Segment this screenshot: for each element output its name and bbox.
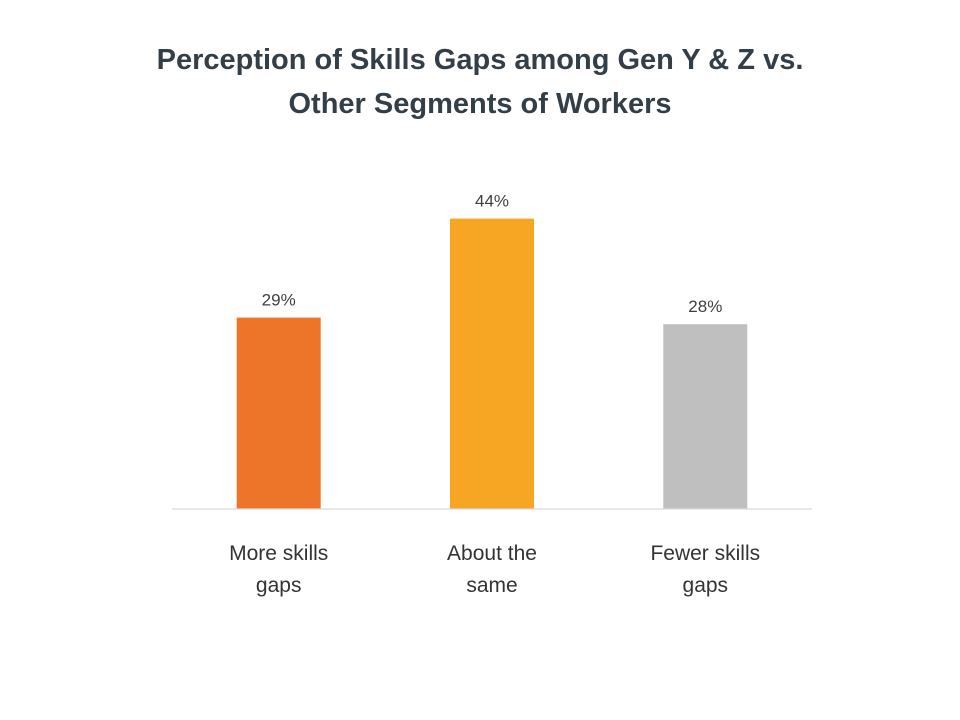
category-labels-group: More skills gaps About the same Fewer skills… <box>229 542 760 597</box>
bar-more-skills-gaps <box>236 317 321 509</box>
bar-fewer-skills-gaps <box>663 324 748 509</box>
category-label-more-skills-gaps-line-2: gaps <box>256 574 302 597</box>
chart-title-line-2: Other Segments of Workers <box>288 88 672 120</box>
data-label-about-the-same: 44% <box>475 192 509 211</box>
bar-about-the-same <box>450 218 534 509</box>
data-labels-group: 29% 44% 28% <box>262 192 723 317</box>
category-label-fewer-skills-gaps-line-2: gaps <box>683 574 729 597</box>
chart-title-line-1: Perception of Skills Gaps among Gen Y & … <box>156 44 804 76</box>
category-label-more-skills-gaps-line-1: More skills <box>229 542 328 565</box>
bars-group <box>236 218 748 509</box>
data-label-fewer-skills-gaps: 28% <box>688 297 722 316</box>
data-label-more-skills-gaps: 29% <box>262 291 296 310</box>
category-label-about-the-same-line-2: same <box>466 574 517 597</box>
category-label-about-the-same-line-1: About the <box>447 542 537 565</box>
chart-title: Perception of Skills Gaps among Gen Y & … <box>0 38 960 126</box>
category-label-fewer-skills-gaps-line-1: Fewer skills <box>650 542 760 565</box>
